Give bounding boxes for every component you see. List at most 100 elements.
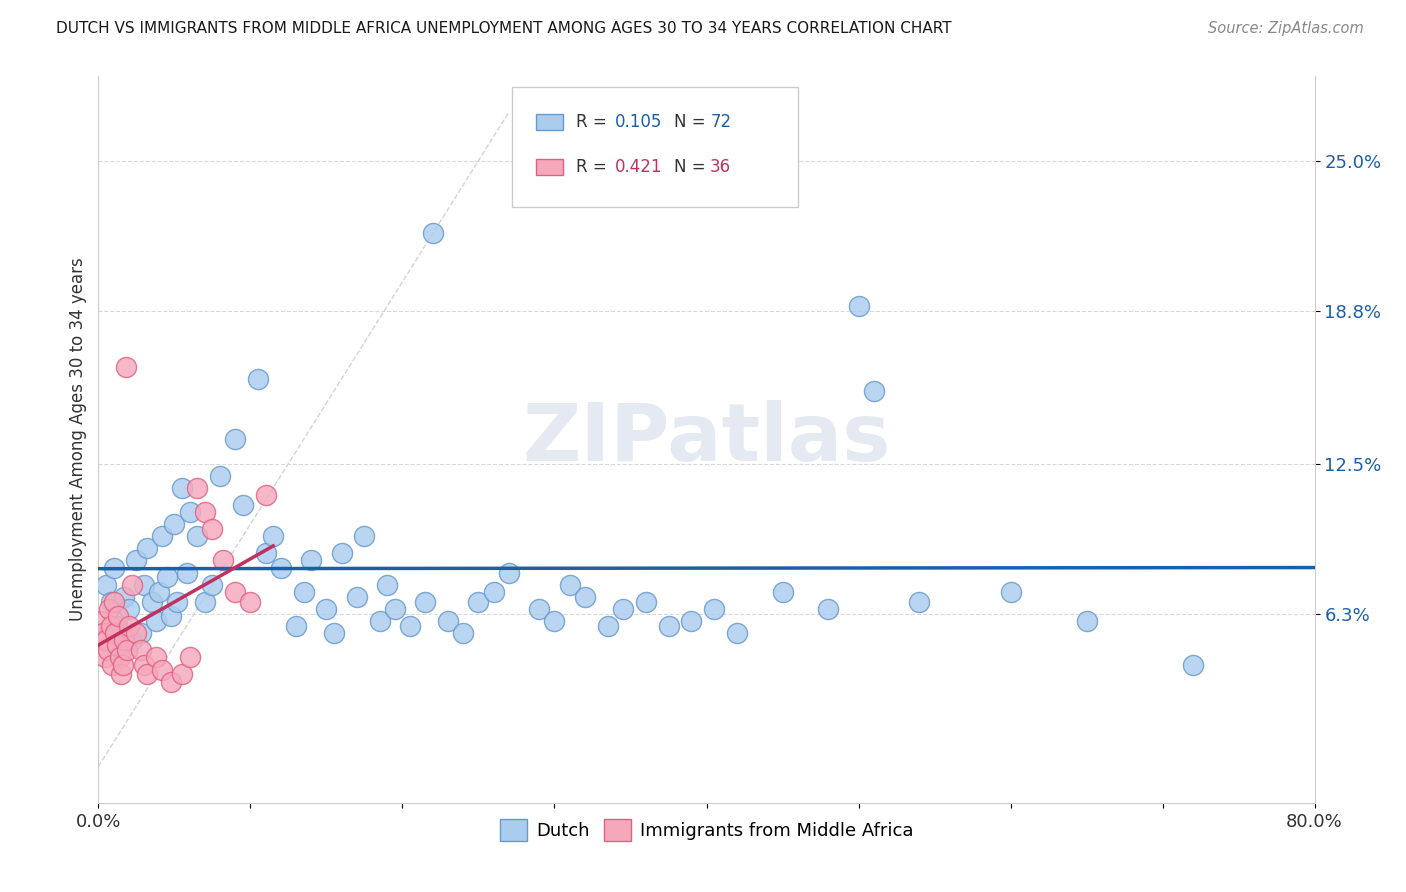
Point [239, 595, 262, 609]
Text: R =: R = [576, 158, 613, 176]
Point [118, 619, 141, 633]
Point [292, 585, 315, 599]
Point [111, 657, 134, 672]
FancyBboxPatch shape [512, 87, 797, 207]
Point [176, 566, 198, 580]
Point [1000, 585, 1022, 599]
Point [612, 602, 634, 616]
Point [848, 299, 870, 313]
Point [353, 529, 375, 543]
Point [170, 667, 193, 681]
Text: ZIPatlas: ZIPatlas [523, 401, 890, 478]
Text: R =: R = [576, 112, 613, 130]
Text: Source: ZipAtlas.com: Source: ZipAtlas.com [1208, 21, 1364, 36]
Point [132, 657, 155, 672]
Point [136, 667, 159, 681]
Point [1076, 614, 1098, 628]
Point [110, 667, 132, 681]
Text: 0.105: 0.105 [616, 112, 662, 130]
Text: N =: N = [673, 158, 710, 176]
Point [105, 638, 128, 652]
Point [558, 578, 581, 592]
Point [186, 481, 208, 495]
Text: 0.421: 0.421 [616, 158, 662, 176]
Point [453, 626, 475, 640]
Text: N =: N = [673, 112, 710, 130]
Point [437, 614, 460, 628]
Point [132, 578, 155, 592]
Point [201, 578, 224, 592]
Point [209, 468, 232, 483]
Point [136, 541, 159, 556]
Point [98, 602, 121, 616]
Point [125, 553, 148, 567]
Point [105, 619, 128, 633]
Point [186, 529, 208, 543]
Point [212, 553, 235, 567]
Point [114, 359, 136, 374]
Point [103, 595, 125, 609]
Point [179, 650, 201, 665]
Point [254, 488, 277, 502]
Point [100, 619, 122, 633]
Point [101, 657, 124, 672]
Point [100, 595, 122, 609]
Point [150, 663, 173, 677]
FancyBboxPatch shape [536, 159, 562, 175]
Point [129, 643, 152, 657]
Point [384, 602, 406, 616]
Y-axis label: Unemployment Among Ages 30 to 34 years: Unemployment Among Ages 30 to 34 years [69, 258, 87, 621]
Point [346, 590, 368, 604]
Point [117, 643, 139, 657]
Point [657, 619, 679, 633]
Point [166, 595, 188, 609]
Point [150, 529, 173, 543]
Point [194, 595, 217, 609]
Point [323, 626, 346, 640]
Point [125, 626, 148, 640]
Point [107, 609, 129, 624]
Point [91, 626, 114, 640]
Point [498, 566, 520, 580]
Point [194, 505, 217, 519]
Point [772, 585, 794, 599]
Point [254, 546, 277, 560]
Point [399, 619, 422, 633]
Point [482, 585, 505, 599]
Point [112, 590, 135, 604]
Point [145, 614, 167, 628]
Point [224, 432, 246, 446]
Point [725, 626, 748, 640]
Point [96, 643, 118, 657]
Point [375, 578, 398, 592]
Point [103, 560, 125, 574]
Point [104, 626, 127, 640]
Point [224, 585, 246, 599]
Point [112, 633, 135, 648]
Point [634, 595, 657, 609]
Point [108, 650, 131, 665]
Point [232, 498, 254, 512]
Point [862, 384, 884, 398]
Point [467, 595, 489, 609]
Point [817, 602, 839, 616]
Point [160, 674, 183, 689]
Text: 72: 72 [710, 112, 731, 130]
Legend: Dutch, Immigrants from Middle Africa: Dutch, Immigrants from Middle Africa [492, 812, 921, 848]
FancyBboxPatch shape [536, 113, 562, 129]
Point [121, 633, 143, 648]
Point [90, 614, 112, 628]
Point [145, 650, 167, 665]
Point [94, 633, 117, 648]
Point [574, 590, 596, 604]
Point [315, 602, 337, 616]
Point [1182, 657, 1205, 672]
Point [156, 570, 179, 584]
Point [110, 638, 132, 652]
Point [596, 619, 619, 633]
Point [908, 595, 931, 609]
Text: DUTCH VS IMMIGRANTS FROM MIDDLE AFRICA UNEMPLOYMENT AMONG AGES 30 TO 34 YEARS CO: DUTCH VS IMMIGRANTS FROM MIDDLE AFRICA U… [56, 21, 952, 36]
Point [513, 183, 536, 197]
Point [529, 602, 551, 616]
Text: 36: 36 [710, 158, 731, 176]
